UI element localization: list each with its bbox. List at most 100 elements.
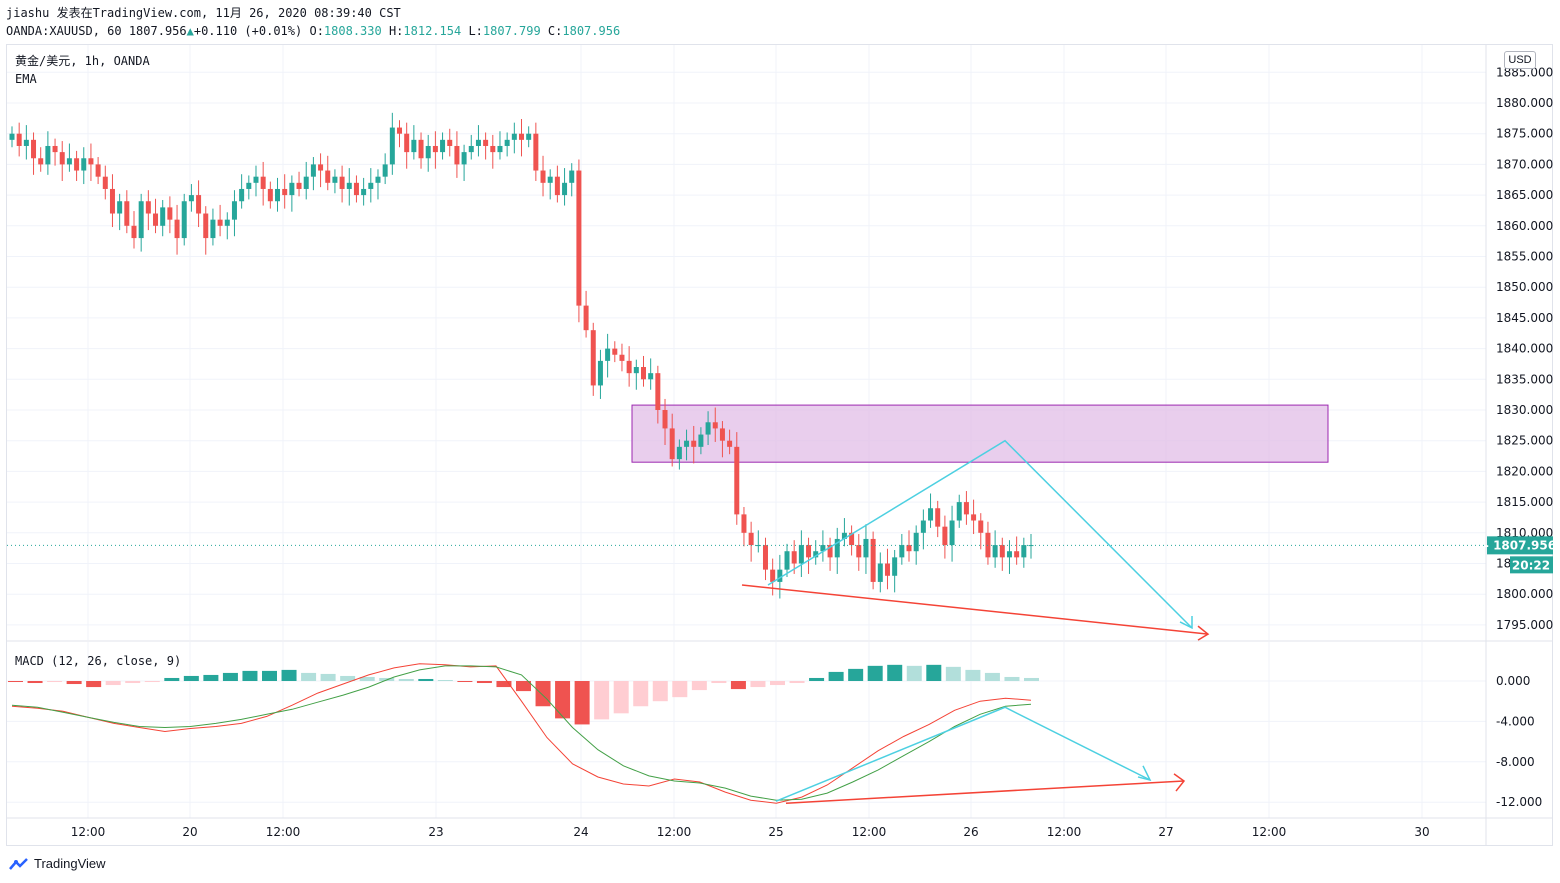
candle-body: [906, 545, 912, 552]
macd-histogram-bar: [340, 675, 356, 681]
candle-body: [468, 145, 474, 153]
candle-body: [741, 514, 747, 533]
candle-body: [23, 139, 29, 146]
y-tick-label: 1865.000: [1496, 188, 1553, 202]
y-tick-label: 0.000: [1496, 674, 1530, 688]
macd-histogram-bar: [437, 679, 453, 681]
symbol-legend: 黄金/美元, 1h, OANDA: [15, 53, 150, 68]
macd-histogram-bar: [945, 666, 961, 681]
candle-body: [705, 422, 711, 435]
candle-body: [899, 545, 905, 558]
candle-body: [418, 139, 424, 159]
candle-body: [849, 532, 855, 546]
x-tick-label: 20: [182, 825, 197, 839]
candle-body: [310, 164, 316, 177]
x-tick-label: 24: [573, 825, 588, 839]
macd-histogram-bar: [203, 674, 219, 681]
candle-body: [540, 170, 546, 183]
candle-body: [52, 145, 58, 153]
candle-body: [131, 225, 137, 239]
cyan-projection-line: [767, 439, 1193, 629]
macd-histogram-bar: [86, 681, 102, 688]
candle-body: [992, 545, 998, 558]
candle-body: [368, 182, 374, 189]
macd-histogram-bar: [516, 681, 531, 692]
macd-histogram-bar: [476, 681, 492, 684]
up-arrow-icon: ▲: [186, 24, 194, 38]
macd-histogram-bar: [496, 681, 512, 688]
candle-body: [870, 538, 876, 582]
candle-body: [282, 188, 288, 196]
candle-body: [892, 557, 898, 576]
candle-body: [203, 213, 209, 239]
candle-body: [777, 569, 783, 582]
y-tick-label: 1800.000: [1496, 587, 1553, 601]
y-tick-label: 1795.000: [1496, 618, 1553, 632]
red-macd-arrowhead: [1173, 773, 1186, 792]
macd-histogram-bar: [27, 681, 43, 684]
resistance-zone: [631, 404, 1329, 463]
macd-histogram-bar: [887, 664, 903, 681]
candle-body: [382, 164, 388, 177]
candle-body: [834, 538, 840, 558]
macd-histogram-bar: [750, 681, 766, 688]
header-line-2: OANDA:XAUUSD, 60 1807.956▲+0.110 (+0.01%…: [6, 24, 620, 38]
x-tick-label: 26: [963, 825, 978, 839]
macd-histogram-bar: [418, 678, 434, 681]
x-tick-label: 30: [1414, 825, 1429, 839]
macd-histogram-bar: [320, 673, 336, 681]
candle-body: [454, 145, 460, 165]
chart-frame[interactable]: [6, 44, 1553, 846]
red-arrowhead: [1197, 625, 1210, 641]
close-label: C:: [547, 24, 563, 38]
candle-body: [483, 139, 489, 146]
x-tick-label: 12:00: [657, 825, 692, 839]
candle-body: [576, 170, 582, 306]
candle-body: [31, 139, 37, 159]
candle-body: [583, 305, 589, 331]
macd-histogram-bar: [672, 681, 688, 698]
candle-body: [260, 176, 266, 189]
cyan-arrowhead: [1179, 615, 1193, 630]
candle-body: [109, 188, 115, 214]
candle-body: [999, 545, 1005, 558]
macd-line: [11, 663, 1032, 804]
candle-body: [239, 188, 245, 202]
candle-body: [102, 176, 108, 189]
candle-body: [432, 145, 438, 153]
candle-body: [325, 170, 331, 183]
candle-body: [217, 219, 223, 226]
candle-body: [719, 428, 725, 441]
macd-histogram-bar: [1004, 676, 1020, 681]
candle-body: [167, 207, 173, 220]
brand-label: TradingView: [34, 856, 106, 871]
candle-body: [597, 360, 603, 386]
candle-body: [275, 188, 281, 202]
candle-body: [196, 195, 202, 214]
candle-body: [124, 201, 130, 226]
candle-body: [353, 182, 359, 196]
candle-body: [224, 219, 230, 226]
candle-body: [181, 201, 187, 239]
candle-body: [784, 551, 790, 570]
macd-histogram-bar: [398, 678, 414, 681]
candle-body: [691, 440, 697, 447]
candle-body: [425, 145, 431, 159]
candle-body: [605, 348, 611, 361]
macd-histogram-bar: [770, 681, 785, 686]
price-tag: [1487, 536, 1553, 555]
candle-body: [533, 133, 539, 171]
candle-body: [569, 170, 575, 183]
x-tick-label: 12:00: [1252, 825, 1287, 839]
countdown-label: 20:22: [1512, 558, 1550, 572]
price-tag-label: - 1807.956: [1484, 538, 1556, 552]
red-macd-line: [785, 780, 1185, 804]
candle-body: [16, 133, 22, 146]
candle-body: [755, 545, 761, 547]
candle-body: [734, 446, 740, 515]
last-value: 1807.956: [128, 24, 187, 38]
footer-brand[interactable]: TradingView: [8, 856, 106, 871]
high-label: H:: [388, 24, 404, 38]
currency-button[interactable]: USD: [1504, 51, 1536, 69]
